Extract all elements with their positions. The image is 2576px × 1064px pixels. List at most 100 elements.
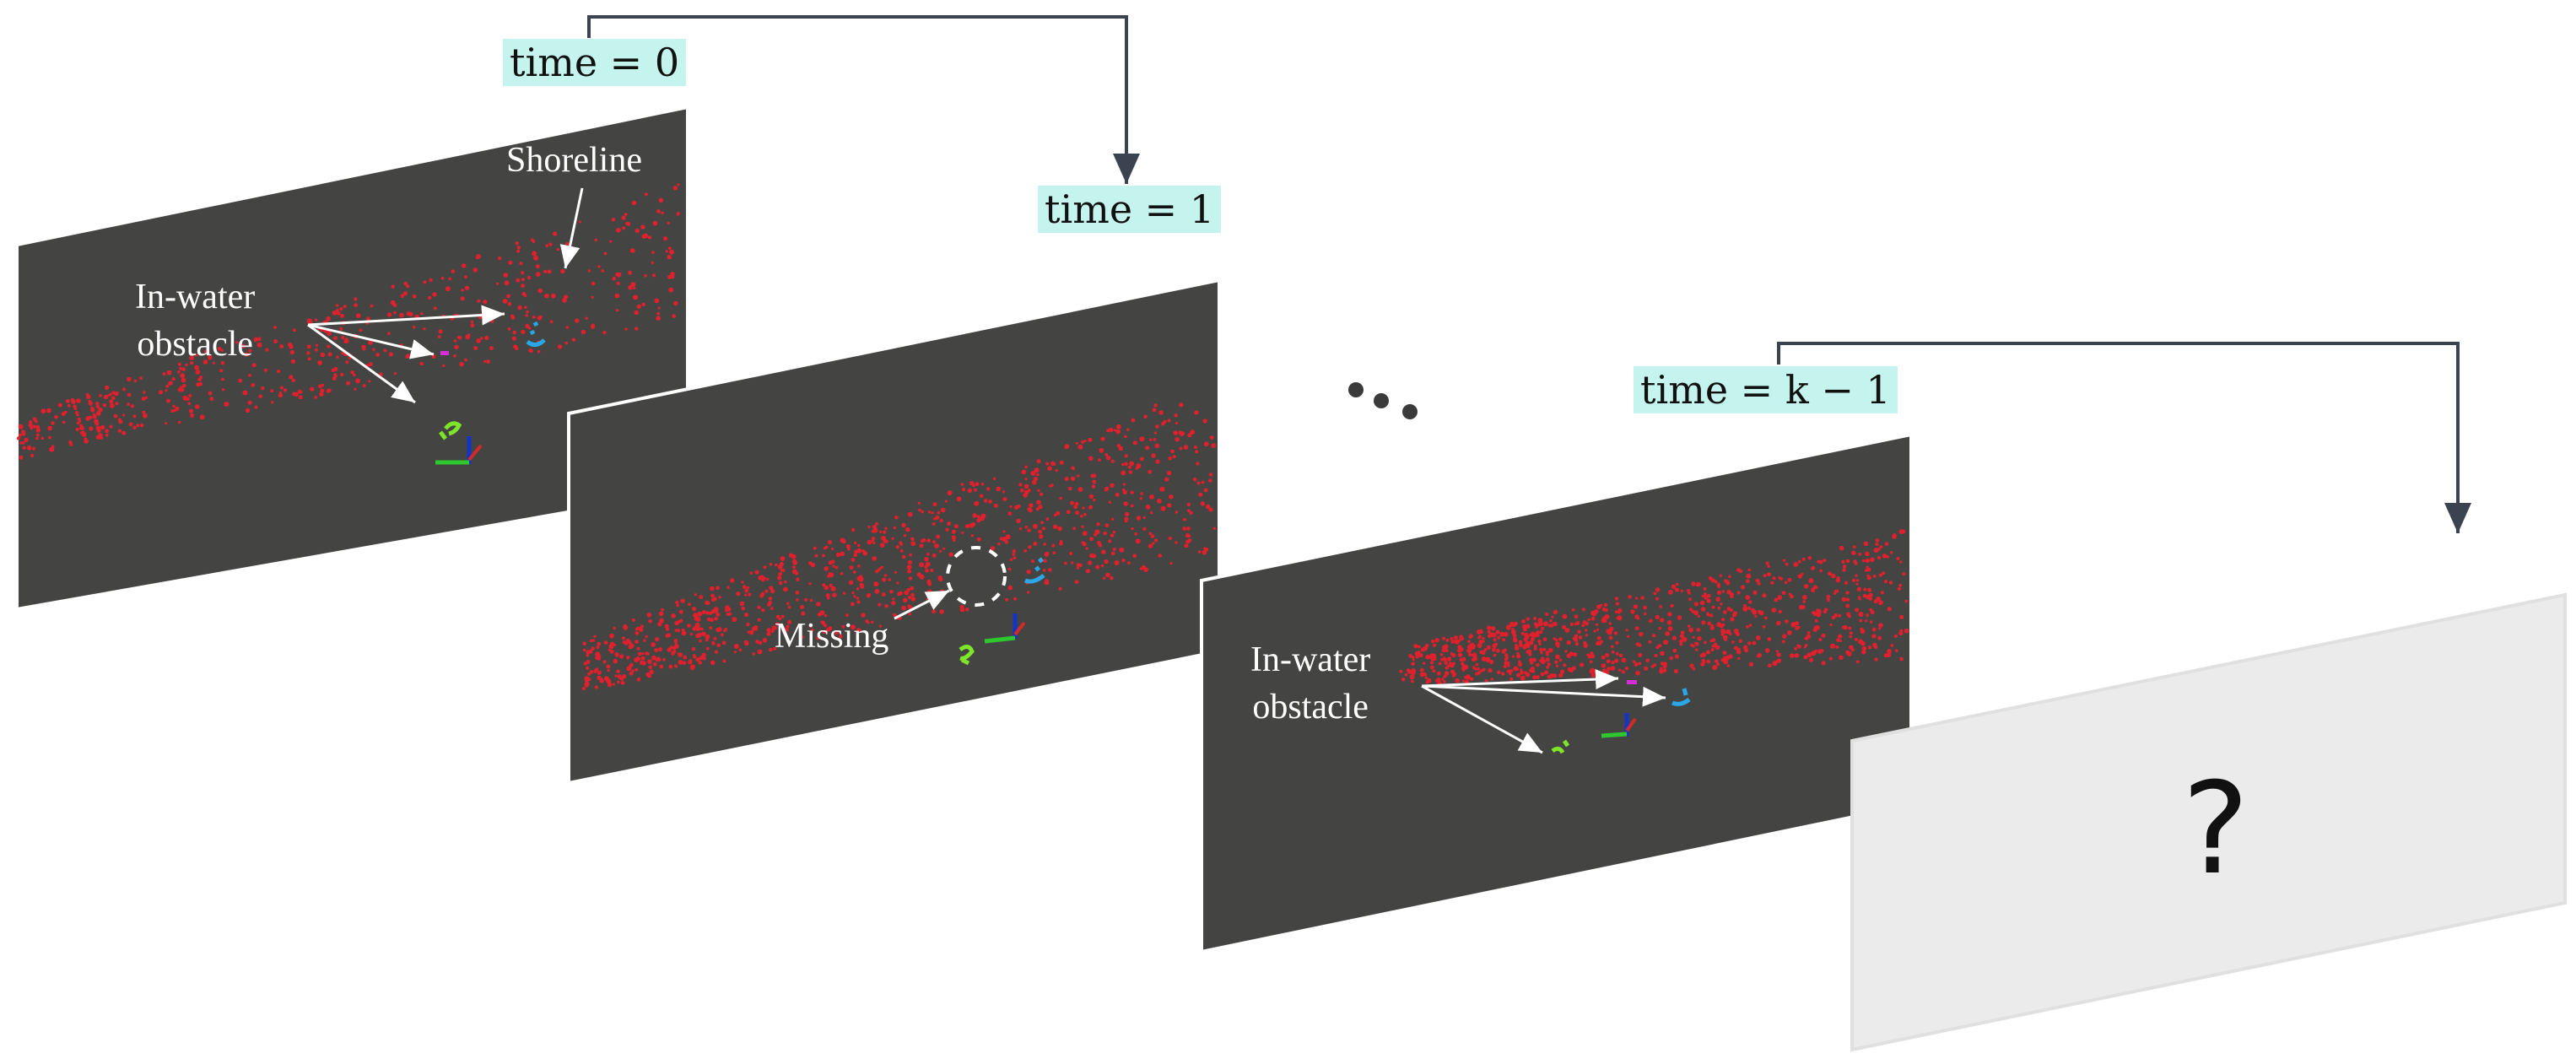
lidar-point bbox=[587, 672, 591, 676]
lidar-point bbox=[1611, 645, 1614, 649]
lidar-point bbox=[679, 619, 683, 623]
lidar-point bbox=[965, 524, 969, 528]
lidar-point bbox=[921, 510, 924, 514]
lidar-point bbox=[1798, 574, 1802, 578]
lidar-point bbox=[1768, 663, 1772, 667]
lidar-point bbox=[1111, 518, 1114, 521]
lidar-point bbox=[1075, 510, 1079, 515]
lidar-point bbox=[813, 547, 817, 550]
lidar-point bbox=[867, 526, 870, 528]
lidar-point bbox=[1485, 679, 1488, 683]
lidar-point bbox=[903, 598, 908, 603]
lidar-point bbox=[626, 656, 630, 660]
lidar-point bbox=[586, 317, 588, 320]
lidar-point bbox=[327, 316, 331, 321]
lidar-point bbox=[829, 584, 832, 587]
lidar-point bbox=[372, 348, 375, 351]
lidar-point bbox=[1899, 657, 1904, 662]
lidar-point bbox=[1574, 638, 1578, 642]
lidar-point bbox=[996, 487, 1002, 492]
lidar-point bbox=[118, 419, 122, 422]
lidar-point bbox=[1813, 612, 1817, 616]
time-label-k-minus-1: time = k − 1 bbox=[1634, 366, 1898, 413]
lidar-point bbox=[591, 646, 595, 651]
lidar-point bbox=[1098, 458, 1101, 462]
lidar-point bbox=[857, 544, 861, 548]
lidar-point bbox=[1634, 614, 1639, 618]
lidar-point bbox=[945, 528, 948, 532]
lidar-point bbox=[1101, 549, 1105, 554]
lidar-point bbox=[1881, 591, 1884, 594]
lidar-point bbox=[667, 633, 671, 637]
lidar-point bbox=[1788, 578, 1792, 582]
lidar-point bbox=[544, 294, 549, 299]
lidar-point bbox=[1469, 634, 1473, 638]
lidar-point bbox=[744, 613, 747, 616]
lidar-point bbox=[1572, 608, 1575, 612]
lidar-point bbox=[1720, 629, 1725, 634]
lidar-point bbox=[1837, 576, 1840, 580]
lidar-point bbox=[517, 305, 521, 310]
lidar-point bbox=[1630, 609, 1634, 613]
lidar-point bbox=[1210, 435, 1214, 440]
lidar-point bbox=[777, 575, 781, 580]
lidar-point bbox=[1204, 441, 1209, 446]
lidar-point bbox=[851, 528, 855, 532]
lidar-point bbox=[1095, 565, 1099, 570]
lidar-point bbox=[620, 677, 624, 681]
lidar-point bbox=[238, 379, 242, 383]
lidar-point bbox=[1008, 511, 1013, 516]
lidar-point bbox=[1548, 648, 1553, 653]
lidar-point bbox=[1169, 562, 1172, 564]
lidar-point bbox=[465, 334, 470, 339]
lidar-point bbox=[1137, 516, 1141, 520]
lidar-point bbox=[1875, 543, 1878, 546]
lidar-point bbox=[105, 429, 109, 433]
lidar-point bbox=[1431, 654, 1434, 657]
lidar-point bbox=[188, 402, 192, 405]
lidar-point bbox=[884, 604, 888, 608]
lidar-point bbox=[1737, 657, 1740, 660]
lidar-point bbox=[661, 608, 664, 612]
lidar-point bbox=[832, 564, 834, 567]
lidar-point bbox=[293, 328, 296, 332]
lidar-point bbox=[1204, 548, 1208, 552]
lidar-point bbox=[46, 408, 51, 413]
lidar-point bbox=[1538, 643, 1541, 645]
lidar-point bbox=[616, 228, 621, 233]
lidar-point bbox=[583, 649, 586, 652]
time-label-1: time = 1 bbox=[1038, 186, 1221, 233]
lidar-point bbox=[1723, 610, 1727, 614]
lidar-point bbox=[1170, 450, 1175, 454]
lidar-point bbox=[1550, 624, 1553, 628]
lidar-point bbox=[1582, 608, 1585, 611]
lidar-point bbox=[1025, 526, 1029, 529]
lidar-point bbox=[97, 429, 101, 433]
lidar-point bbox=[189, 409, 193, 413]
lidar-point bbox=[1510, 669, 1514, 672]
lidar-point bbox=[849, 581, 854, 586]
lidar-point bbox=[1202, 481, 1205, 484]
lidar-point bbox=[105, 434, 109, 437]
lidar-point bbox=[1569, 668, 1574, 672]
lidar-point bbox=[612, 218, 615, 221]
lidar-point bbox=[1660, 651, 1665, 656]
lidar-point bbox=[127, 402, 130, 406]
lidar-point bbox=[246, 408, 250, 413]
lidar-point bbox=[828, 540, 832, 544]
lidar-point bbox=[432, 292, 436, 296]
lidar-point bbox=[1132, 554, 1137, 558]
lidar-point bbox=[642, 235, 646, 239]
lidar-point bbox=[1443, 680, 1446, 683]
lidar-point bbox=[1031, 559, 1034, 563]
lidar-point bbox=[908, 560, 912, 564]
lidar-point bbox=[1855, 638, 1858, 641]
lidar-point bbox=[1577, 630, 1581, 635]
lidar-point bbox=[1829, 656, 1833, 660]
lidar-point bbox=[1462, 679, 1465, 682]
lidar-point bbox=[1770, 581, 1774, 585]
lidar-point bbox=[175, 407, 179, 411]
lidar-point bbox=[1043, 569, 1046, 572]
lidar-point bbox=[537, 350, 541, 354]
lidar-point bbox=[1458, 652, 1463, 657]
